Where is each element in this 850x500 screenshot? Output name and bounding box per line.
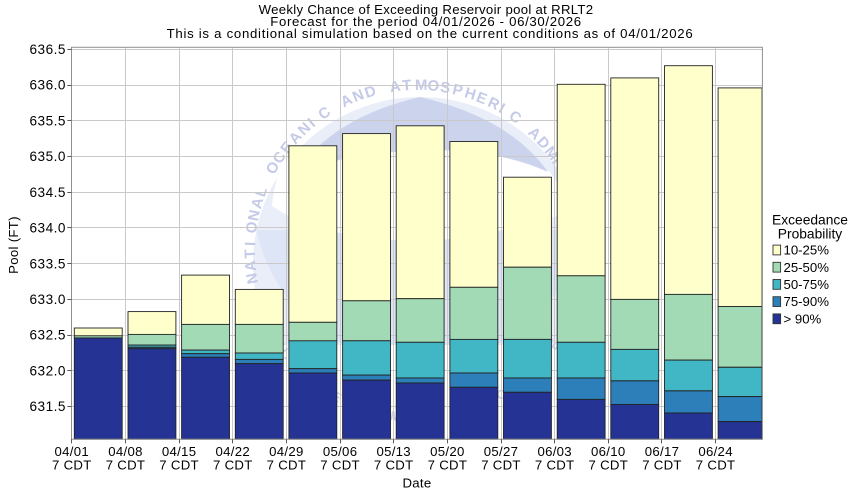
- svg-text:Exceedance: Exceedance: [772, 213, 848, 228]
- svg-text:05/06: 05/06: [323, 444, 358, 459]
- svg-text:05/13: 05/13: [376, 444, 411, 459]
- svg-text:7 CDT: 7 CDT: [106, 458, 146, 473]
- svg-text:04/29: 04/29: [269, 444, 304, 459]
- svg-text:7 CDT: 7 CDT: [428, 458, 468, 473]
- svg-text:06/03: 06/03: [537, 444, 572, 459]
- svg-text:06/17: 06/17: [645, 444, 680, 459]
- svg-text:7 CDT: 7 CDT: [696, 458, 736, 473]
- svg-text:7 CDT: 7 CDT: [588, 458, 628, 473]
- svg-text:06/10: 06/10: [591, 444, 626, 459]
- svg-text:Probability: Probability: [778, 226, 843, 241]
- svg-text:7 CDT: 7 CDT: [52, 458, 92, 473]
- svg-text:7 CDT: 7 CDT: [535, 458, 575, 473]
- svg-text:50-75%: 50-75%: [784, 277, 830, 292]
- svg-text:Forecast for the period 04/01/: Forecast for the period 04/01/2026 - 06/…: [270, 14, 582, 29]
- svg-text:633.0: 633.0: [29, 292, 66, 307]
- svg-text:636.0: 636.0: [29, 78, 66, 93]
- svg-text:04/01: 04/01: [55, 444, 90, 459]
- svg-text:10-25%: 10-25%: [784, 243, 830, 258]
- svg-text:06/24: 06/24: [698, 444, 733, 459]
- svg-text:634.0: 634.0: [29, 221, 66, 236]
- svg-text:> 90%: > 90%: [784, 311, 822, 326]
- svg-text:04/08: 04/08: [108, 444, 143, 459]
- svg-text:This is a conditional simulati: This is a conditional simulation based o…: [167, 26, 694, 41]
- svg-text:632.0: 632.0: [29, 364, 66, 379]
- svg-text:04/22: 04/22: [216, 444, 251, 459]
- svg-text:04/15: 04/15: [162, 444, 197, 459]
- svg-text:635.0: 635.0: [29, 149, 66, 164]
- svg-text:Pool (FT): Pool (FT): [6, 216, 21, 274]
- svg-text:05/27: 05/27: [484, 444, 519, 459]
- svg-text:75-90%: 75-90%: [784, 294, 830, 309]
- svg-text:05/20: 05/20: [430, 444, 465, 459]
- svg-text:7 CDT: 7 CDT: [642, 458, 682, 473]
- svg-text:633.5: 633.5: [29, 256, 66, 271]
- svg-text:634.5: 634.5: [29, 185, 66, 200]
- svg-text:Date: Date: [402, 476, 431, 491]
- svg-text:7 CDT: 7 CDT: [159, 458, 199, 473]
- svg-text:7 CDT: 7 CDT: [267, 458, 307, 473]
- svg-text:7 CDT: 7 CDT: [374, 458, 414, 473]
- svg-text:25-50%: 25-50%: [784, 260, 830, 275]
- svg-text:632.5: 632.5: [29, 328, 66, 343]
- svg-text:7 CDT: 7 CDT: [213, 458, 253, 473]
- svg-text:Weekly Chance of Exceeding Res: Weekly Chance of Exceeding Reservoir poo…: [259, 2, 594, 17]
- svg-text:635.5: 635.5: [29, 113, 66, 128]
- svg-text:7 CDT: 7 CDT: [320, 458, 360, 473]
- svg-text:631.5: 631.5: [29, 399, 66, 414]
- svg-text:7 CDT: 7 CDT: [481, 458, 521, 473]
- svg-text:636.5: 636.5: [29, 42, 66, 57]
